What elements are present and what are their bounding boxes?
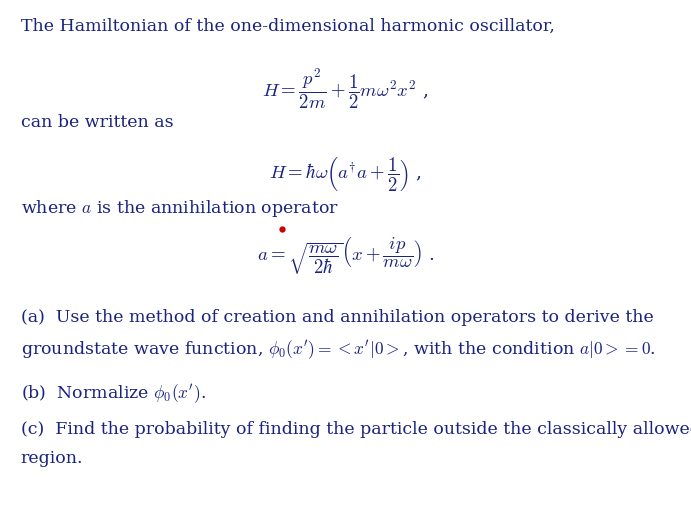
Text: (a)  Use the method of creation and annihilation operators to derive the: (a) Use the method of creation and annih… [21, 309, 654, 327]
Text: $a = \sqrt{\dfrac{m\omega}{2\hbar}}\left(x + \dfrac{ip}{m\omega}\right)$ .: $a = \sqrt{\dfrac{m\omega}{2\hbar}}\left… [256, 235, 435, 276]
Text: $H = \dfrac{p^2}{2m} + \dfrac{1}{2}m\omega^2 x^2$ ,: $H = \dfrac{p^2}{2m} + \dfrac{1}{2}m\ome… [263, 66, 428, 111]
Text: can be written as: can be written as [21, 114, 173, 131]
Text: (b)  Normalize $\phi_0(x^{\prime})$.: (b) Normalize $\phi_0(x^{\prime})$. [21, 383, 206, 406]
Text: region.: region. [21, 450, 83, 467]
Text: (c)  Find the probability of finding the particle outside the classically allowe: (c) Find the probability of finding the … [21, 421, 691, 438]
Text: The Hamiltonian of the one-dimensional harmonic oscillator,: The Hamiltonian of the one-dimensional h… [21, 18, 555, 35]
Text: $H = \hbar\omega\left(a^{\dagger}a + \dfrac{1}{2}\right)$ ,: $H = \hbar\omega\left(a^{\dagger}a + \df… [269, 155, 422, 193]
Text: groundstate wave function, $\phi_0(x^{\prime}) =< x^{\prime}|0 >$, with the cond: groundstate wave function, $\phi_0(x^{\p… [21, 339, 655, 361]
Text: where $a$ is the annihilation operator: where $a$ is the annihilation operator [21, 198, 339, 219]
